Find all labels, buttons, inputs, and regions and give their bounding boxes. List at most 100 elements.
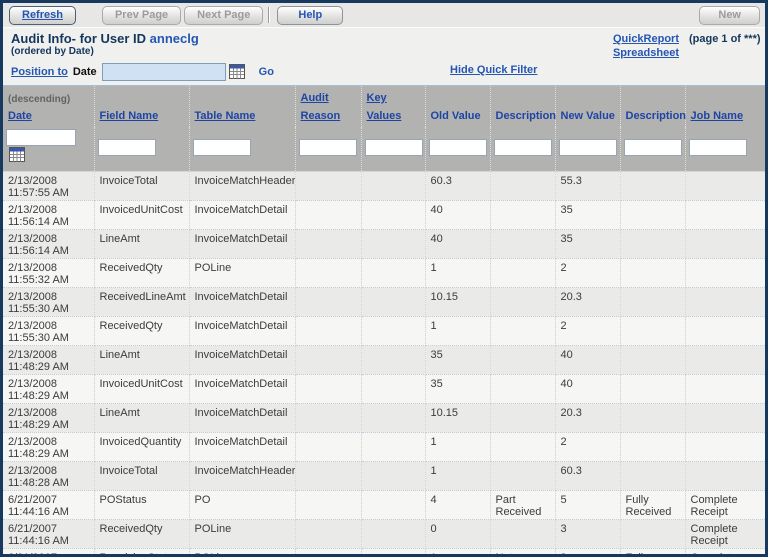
cell-audit-reason bbox=[295, 346, 361, 375]
cell-audit-reason bbox=[295, 172, 361, 201]
cell-old-value-description bbox=[490, 375, 555, 404]
cell-new-value: 40 bbox=[555, 375, 620, 404]
refresh-button[interactable]: Refresh bbox=[9, 6, 76, 25]
filter-input-new-value[interactable] bbox=[559, 139, 617, 156]
position-to-link[interactable]: Position to bbox=[11, 66, 68, 78]
time-value: 11:55:32 AM bbox=[8, 274, 91, 286]
cell-key-values bbox=[361, 375, 425, 404]
cell-new-value: 3 bbox=[555, 549, 620, 557]
cell-field-name: InvoiceTotal bbox=[94, 172, 189, 201]
cell-old-value: 10.15 bbox=[425, 288, 490, 317]
filter-input-date[interactable] bbox=[6, 129, 76, 146]
cell-new-value-description bbox=[620, 462, 685, 491]
cell-old-value: 40 bbox=[425, 230, 490, 259]
cell-job-name bbox=[685, 346, 765, 375]
cell-key-values bbox=[361, 288, 425, 317]
cell-job-name: Complete Receipt bbox=[685, 549, 765, 557]
column-sort-link-key-values[interactable]: Key Values bbox=[367, 92, 402, 122]
column-sort-link-job-name[interactable]: Job Name bbox=[691, 110, 744, 122]
time-value: 11:55:30 AM bbox=[8, 332, 91, 344]
cell-audit-reason bbox=[295, 462, 361, 491]
date-value: 2/13/2008 bbox=[8, 349, 91, 361]
cell-new-value: 3 bbox=[555, 520, 620, 549]
table-row: 2/13/200811:56:14 AMLineAmtInvoiceMatchD… bbox=[3, 230, 765, 259]
filter-input-new-value-description[interactable] bbox=[624, 139, 682, 156]
cell-old-value: 1 bbox=[425, 259, 490, 288]
table-row: 2/13/200811:57:55 AMInvoiceTotalInvoiceM… bbox=[3, 172, 765, 201]
time-value: 11:48:28 AM bbox=[8, 477, 91, 489]
title-bar: Audit Info- for User ID anneclg (ordered… bbox=[3, 28, 765, 58]
time-value: 11:48:29 AM bbox=[8, 419, 91, 431]
filter-input-old-value[interactable] bbox=[429, 139, 487, 156]
cell-date: 2/13/200811:48:29 AM bbox=[3, 404, 94, 433]
cell-date: 2/13/200811:48:28 AM bbox=[3, 462, 94, 491]
cell-audit-reason bbox=[295, 259, 361, 288]
cell-field-name: ReceivedQty bbox=[94, 317, 189, 346]
column-label-old-value-description: Description bbox=[496, 110, 557, 122]
column-label-new-value-description: Description bbox=[626, 110, 687, 122]
cell-table-name: InvoiceMatchDetail bbox=[189, 346, 295, 375]
cell-table-name: InvoiceMatchDetail bbox=[189, 288, 295, 317]
cell-job-name bbox=[685, 433, 765, 462]
cell-date: 2/13/200811:56:14 AM bbox=[3, 230, 94, 259]
filter-input-audit-reason[interactable] bbox=[299, 139, 357, 156]
table-row: 2/13/200811:48:29 AMLineAmtInvoiceMatchD… bbox=[3, 404, 765, 433]
table-row: 2/13/200811:55:32 AMReceivedQtyPOLine12 bbox=[3, 259, 765, 288]
position-date-input[interactable] bbox=[102, 63, 226, 81]
cell-new-value: 5 bbox=[555, 491, 620, 520]
column-sort-link-date[interactable]: Date bbox=[8, 110, 32, 122]
table-row: 6/21/200711:44:16 AMReceivedQtyPOLine03C… bbox=[3, 520, 765, 549]
user-id-link[interactable]: anneclg bbox=[150, 31, 199, 46]
report-links: QuickReport Spreadsheet bbox=[613, 32, 679, 60]
column-header-date: (descending)Date bbox=[3, 86, 94, 128]
column-sort-link-field-name[interactable]: Field Name bbox=[100, 110, 159, 122]
cell-key-values bbox=[361, 172, 425, 201]
help-button[interactable]: Help bbox=[277, 6, 343, 25]
filter-input-job-name[interactable] bbox=[689, 139, 747, 156]
filter-input-key-values[interactable] bbox=[365, 139, 423, 156]
cell-table-name: InvoiceMatchDetail bbox=[189, 317, 295, 346]
filter-calendar-icon[interactable] bbox=[9, 147, 25, 162]
cell-new-value-description bbox=[620, 259, 685, 288]
filter-cell-field-name bbox=[94, 127, 189, 172]
table-row: 2/13/200811:48:28 AMInvoiceTotalInvoiceM… bbox=[3, 462, 765, 491]
cell-date: 2/13/200811:57:55 AM bbox=[3, 172, 94, 201]
cell-new-value: 2 bbox=[555, 433, 620, 462]
time-value: 11:55:30 AM bbox=[8, 303, 91, 315]
cell-new-value-description bbox=[620, 433, 685, 462]
cell-date: 6/21/200711:44:16 AM bbox=[3, 549, 94, 557]
cell-field-name: ReceivedQty bbox=[94, 520, 189, 549]
table-row: 2/13/200811:48:29 AMLineAmtInvoiceMatchD… bbox=[3, 346, 765, 375]
date-value: 6/21/2007 bbox=[8, 523, 91, 535]
filter-input-field-name[interactable] bbox=[98, 139, 156, 156]
quick-filter-row bbox=[3, 127, 765, 172]
cell-new-value-description: Fully Received bbox=[620, 491, 685, 520]
cell-key-values bbox=[361, 520, 425, 549]
cell-new-value: 20.3 bbox=[555, 288, 620, 317]
filter-input-old-value-description[interactable] bbox=[494, 139, 552, 156]
column-sort-link-audit-reason[interactable]: Audit Reason bbox=[301, 92, 341, 122]
toolbar-separator bbox=[268, 7, 270, 23]
go-button[interactable]: Go bbox=[259, 66, 274, 78]
cell-old-value: 1 bbox=[425, 433, 490, 462]
filter-cell-new-value bbox=[555, 127, 620, 172]
cell-key-values bbox=[361, 201, 425, 230]
calendar-icon[interactable] bbox=[229, 64, 245, 79]
date-value: 2/13/2008 bbox=[8, 233, 91, 245]
cell-date: 6/21/200711:44:16 AM bbox=[3, 520, 94, 549]
cell-table-name: InvoiceMatchDetail bbox=[189, 433, 295, 462]
cell-key-values bbox=[361, 433, 425, 462]
cell-field-name: InvoicedQuantity bbox=[94, 433, 189, 462]
column-sort-link-table-name[interactable]: Table Name bbox=[195, 110, 256, 122]
table-row: 2/13/200811:48:29 AMInvoicedUnitCostInvo… bbox=[3, 375, 765, 404]
cell-audit-reason bbox=[295, 230, 361, 259]
cell-field-name: InvoiceTotal bbox=[94, 462, 189, 491]
next-page-button: Next Page bbox=[184, 6, 263, 25]
cell-key-values bbox=[361, 346, 425, 375]
cell-key-values bbox=[361, 462, 425, 491]
quickreport-link[interactable]: QuickReport bbox=[613, 32, 679, 46]
hide-quick-filter-link[interactable]: Hide Quick Filter bbox=[450, 64, 537, 76]
table-row: 6/21/200711:44:16 AMReceivingStatusPOLin… bbox=[3, 549, 765, 557]
filter-input-table-name[interactable] bbox=[193, 139, 251, 156]
cell-field-name: ReceivingStatus bbox=[94, 549, 189, 557]
